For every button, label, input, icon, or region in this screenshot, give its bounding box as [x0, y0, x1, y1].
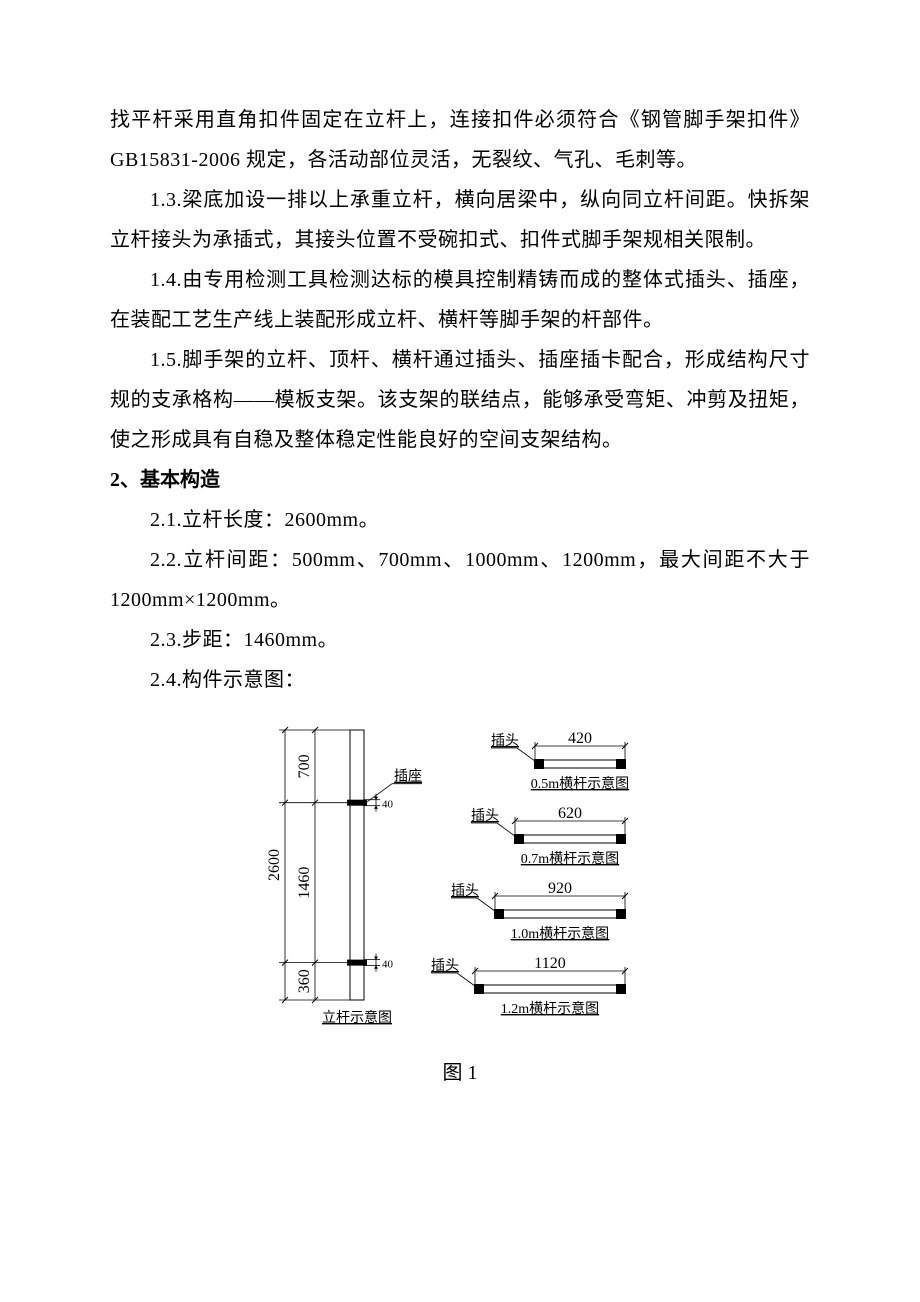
svg-text:620: 620	[558, 805, 582, 822]
svg-text:0.5m横杆示意图: 0.5m横杆示意图	[531, 775, 629, 792]
svg-text:1.2m横杆示意图: 1.2m横杆示意图	[501, 1000, 599, 1017]
list-item: 2.2.立杆间距：500mm、700mm、1000mm、1200mm，最大间距不…	[110, 540, 810, 620]
component-diagram: 40 40 插座 2600 700 1460 360 立杆示意图 420 插头 0.5m横杆示意图 6…	[245, 710, 675, 1040]
svg-text:插头: 插头	[471, 808, 499, 824]
svg-text:插头: 插头	[451, 883, 479, 899]
list-item: 2.1.立杆长度：2600mm。	[110, 500, 810, 540]
paragraph: 找平杆采用直角扣件固定在立杆上，连接扣件必须符合《钢管脚手架扣件》GB15831…	[110, 100, 810, 180]
svg-text:700: 700	[296, 754, 313, 778]
svg-text:40: 40	[382, 959, 394, 971]
svg-text:360: 360	[296, 969, 313, 993]
list-item: 2.4.构件示意图：	[110, 660, 810, 700]
svg-text:立杆示意图: 立杆示意图	[322, 1009, 392, 1026]
svg-text:1.0m横杆示意图: 1.0m横杆示意图	[511, 925, 609, 942]
svg-text:420: 420	[568, 730, 592, 747]
paragraph: 1.3.梁底加设一排以上承重立杆，横向居梁中，纵向同立杆间距。快拆架立杆接头为承…	[110, 180, 810, 260]
svg-text:1460: 1460	[296, 867, 313, 899]
svg-text:插头: 插头	[431, 958, 459, 974]
svg-text:1120: 1120	[534, 955, 565, 972]
figure-container: 40 40 插座 2600 700 1460 360 立杆示意图 420 插头 0.5m横杆示意图 6…	[110, 710, 810, 1093]
paragraph: 1.5.脚手架的立杆、顶杆、横杆通过插头、插座插卡配合，形成结构尺寸规的支承格构…	[110, 340, 810, 460]
svg-text:插头: 插头	[491, 733, 519, 749]
svg-text:920: 920	[548, 880, 572, 897]
section-heading: 2、基本构造	[110, 460, 810, 500]
svg-text:0.7m横杆示意图: 0.7m横杆示意图	[521, 850, 619, 867]
figure: 40 40 插座 2600 700 1460 360 立杆示意图 420 插头 0.5m横杆示意图 6…	[245, 710, 675, 1040]
list-item: 2.3.步距：1460mm。	[110, 620, 810, 660]
svg-text:插座: 插座	[394, 769, 422, 785]
document-page: 找平杆采用直角扣件固定在立杆上，连接扣件必须符合《钢管脚手架扣件》GB15831…	[0, 0, 920, 1153]
paragraph: 1.4.由专用检测工具检测达标的模具控制精铸而成的整体式插头、插座，在装配工艺生…	[110, 260, 810, 340]
figure-caption: 图 1	[110, 1053, 810, 1093]
svg-text:40: 40	[382, 799, 394, 811]
svg-text:2600: 2600	[266, 849, 283, 881]
